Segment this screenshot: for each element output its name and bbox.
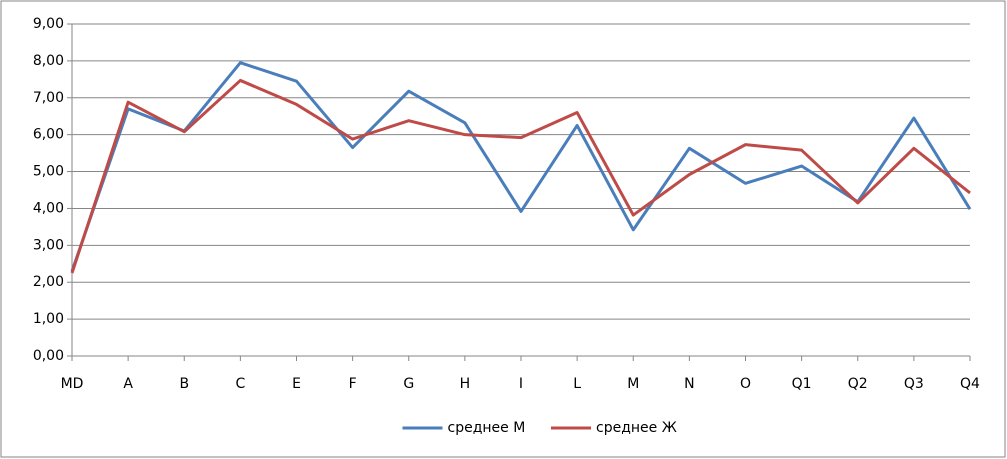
legend-label: среднее М [448, 420, 526, 436]
y-tick-label: 1,00 [33, 311, 64, 327]
x-tick-label: MD [61, 376, 84, 392]
x-tick-label: E [292, 376, 301, 392]
x-tick-label: Q3 [904, 376, 924, 392]
x-tick-label: Q2 [848, 376, 868, 392]
x-tick-label: L [573, 376, 581, 392]
legend-label: среднее Ж [596, 420, 677, 436]
x-tick-label: G [403, 376, 414, 392]
x-tick-label: O [740, 376, 751, 392]
y-tick-label: 0,00 [33, 348, 64, 364]
x-tick-label: Q4 [960, 376, 980, 392]
x-tick-label: H [460, 376, 471, 392]
y-tick-label: 9,00 [33, 16, 64, 32]
y-tick-label: 8,00 [33, 53, 64, 69]
x-tick-label: N [684, 376, 694, 392]
series-line [70, 78, 971, 274]
series-line [70, 61, 972, 272]
x-tick-label: B [179, 376, 189, 392]
y-tick-label: 6,00 [33, 127, 64, 143]
y-tick-label: 2,00 [33, 274, 64, 290]
x-tick-label: F [349, 376, 357, 392]
x-tick-label: M [627, 376, 639, 392]
x-tick-label: A [123, 376, 133, 392]
y-tick-label: 4,00 [33, 200, 64, 216]
x-tick-label: I [519, 376, 523, 392]
y-tick-label: 3,00 [33, 237, 64, 253]
x-tick-label: C [235, 376, 245, 392]
y-tick-label: 5,00 [33, 164, 64, 180]
y-tick-label: 7,00 [33, 90, 64, 106]
x-tick-label: Q1 [792, 376, 812, 392]
